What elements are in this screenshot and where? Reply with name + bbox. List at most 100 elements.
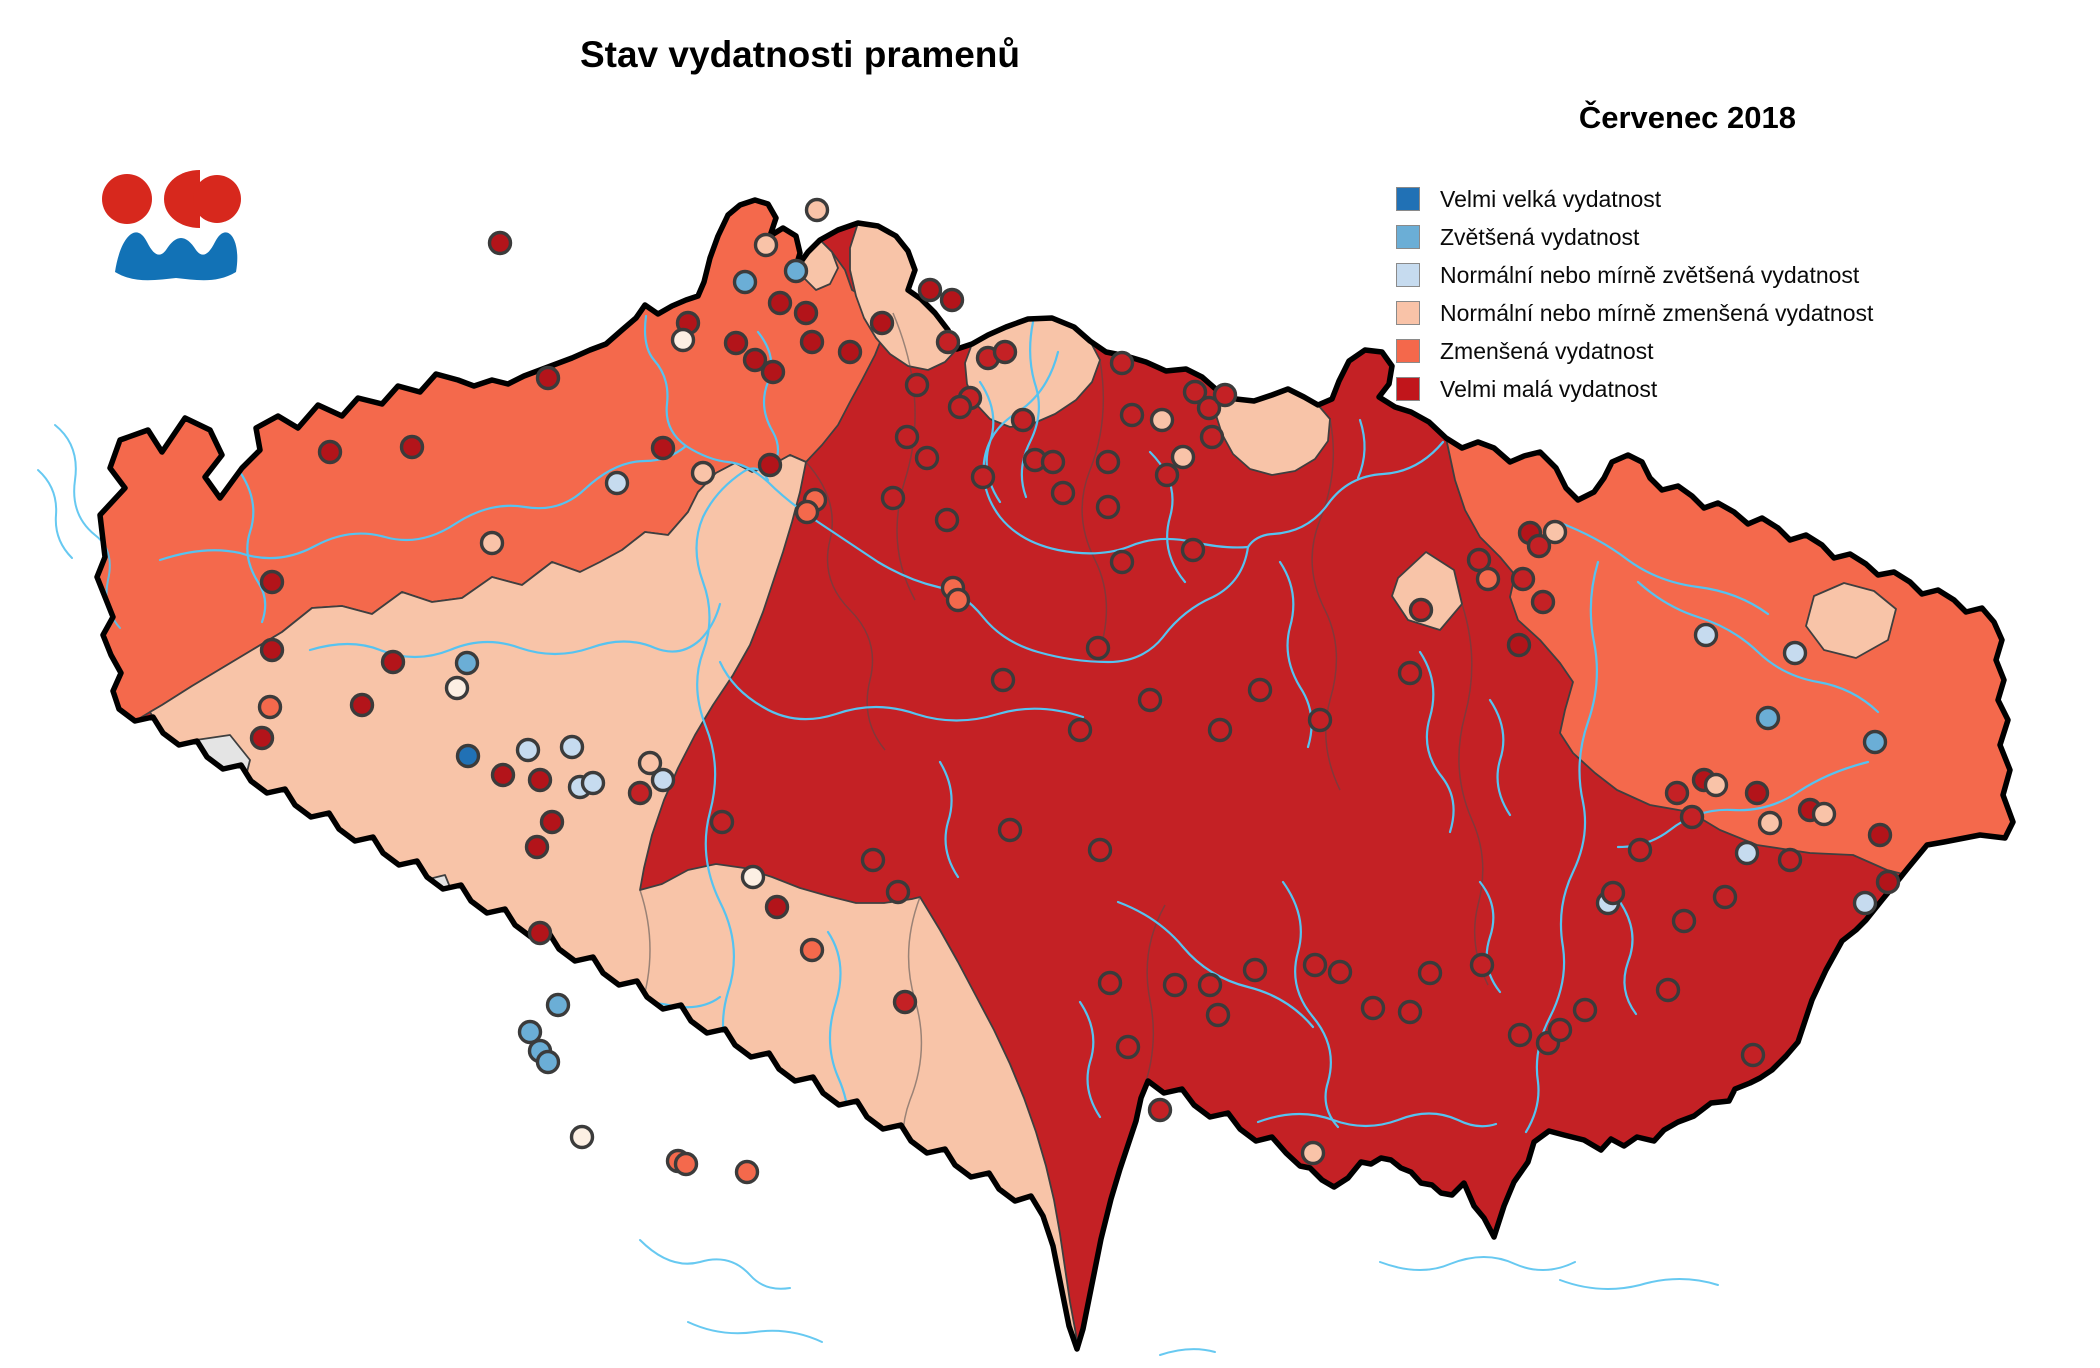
- legend-swatch-zm: [1396, 339, 1420, 363]
- spring-dot-vmr: [860, 847, 886, 873]
- spring-dot-vmr: [880, 485, 906, 511]
- spring-dot-vmr: [1242, 957, 1268, 983]
- spring-dot-zm: [794, 499, 820, 525]
- spring-dot-vm: [380, 649, 406, 675]
- spring-dot-zv: [732, 269, 758, 295]
- spring-dot-vmr: [1119, 402, 1145, 428]
- legend-label-nzv: Normální nebo mírně zvětšená vydatnost: [1440, 261, 1860, 288]
- spring-dot-vmr: [1115, 1034, 1141, 1060]
- spring-dot-nzm: [1703, 772, 1729, 798]
- spring-dot-nzm: [637, 750, 663, 776]
- spring-dot-nzm: [690, 460, 716, 486]
- spring-dot-nzm: [479, 530, 505, 556]
- legend-item-nzv: Normální nebo mírně zvětšená vydatnost: [1396, 256, 1873, 294]
- spring-dot-nzv: [650, 767, 676, 793]
- spring-dot-vm: [837, 339, 863, 365]
- legend-label-zm: Zmenšená vydatnost: [1440, 337, 1654, 364]
- spring-dot-vmr: [1087, 837, 1113, 863]
- spring-dot-vmr: [1205, 1002, 1231, 1028]
- spring-dot-zm: [945, 587, 971, 613]
- spring-dot-vmr: [1307, 707, 1333, 733]
- spring-dot-nzv: [1734, 840, 1760, 866]
- pocket-peach-ne-tip: [1805, 582, 1897, 659]
- spring-dot-nzm: [804, 197, 830, 223]
- spring-dot-vmr: [1180, 537, 1206, 563]
- spring-dot-pale: [569, 1124, 595, 1150]
- catchment-boundaries: [631, 312, 1489, 1201]
- spring-dot-vmr: [1154, 462, 1180, 488]
- spring-dot-zm: [799, 937, 825, 963]
- spring-dot-vm: [1875, 869, 1901, 895]
- country-outline: [94, 197, 2016, 1352]
- spring-dot-zm: [734, 1159, 760, 1185]
- spring-dot-vm: [1744, 780, 1770, 806]
- spring-dot-vmr: [990, 667, 1016, 693]
- spring-dot-vmr: [1572, 997, 1598, 1023]
- chmu-logo-icon: [102, 170, 241, 281]
- spring-dot-vmr: [935, 329, 961, 355]
- spring-dot-vmr: [1040, 449, 1066, 475]
- spring-dot-vmr: [1147, 1097, 1173, 1123]
- spring-dot-vm: [249, 725, 275, 751]
- spring-dot-vmr: [1408, 597, 1434, 623]
- spring-dot-vm: [742, 347, 768, 373]
- spring-dot-vmr: [1095, 494, 1121, 520]
- spring-dot-vmr: [1196, 395, 1222, 421]
- spring-dot-vmr: [1095, 449, 1121, 475]
- legend-item-zv: Zvětšená vydatnost: [1396, 218, 1873, 256]
- spring-dot-vmr: [1679, 804, 1705, 830]
- spring-dot-vmr: [1526, 533, 1552, 559]
- spring-dot-vm: [767, 290, 793, 316]
- spring-dot-vmr: [1137, 687, 1163, 713]
- spring-dot-vmr: [1162, 972, 1188, 998]
- legend-label-vm: Velmi malá vydatnost: [1440, 375, 1658, 402]
- map-legend: Velmi velká vydatnost Zvětšená vydatnost N…: [1396, 180, 1873, 408]
- legend-swatch-zv: [1396, 225, 1420, 249]
- spring-dot-vm: [650, 435, 676, 461]
- spring-dot-nzv: [604, 470, 630, 496]
- spring-dot-zm: [257, 694, 283, 720]
- spring-dot-vm: [490, 762, 516, 788]
- spring-dot-nzm: [1542, 519, 1568, 545]
- spring-dot-vmr: [1547, 1017, 1573, 1043]
- spring-dot-nzv: [559, 734, 585, 760]
- spring-dot-vm: [535, 365, 561, 391]
- spring-dot-vm: [349, 692, 375, 718]
- spring-dot-vm: [527, 767, 553, 793]
- spring-dot-vm: [757, 452, 783, 478]
- spring-dot-vmr: [1302, 952, 1328, 978]
- legend-label-vv: Velmi velká vydatnost: [1440, 185, 1662, 212]
- spring-dot-vmr: [1417, 960, 1443, 986]
- spring-dot-vmr: [1109, 549, 1135, 575]
- spring-dot-nzm: [1757, 810, 1783, 836]
- spring-dot-zv: [783, 258, 809, 284]
- legend-swatch-nzm: [1396, 301, 1420, 325]
- spring-dot-vm: [1506, 632, 1532, 658]
- spring-dot-pale: [740, 864, 766, 890]
- page-subtitle: Červenec 2018: [1578, 100, 1796, 135]
- spring-dot-vmr: [1197, 972, 1223, 998]
- legend-label-nzm: Normální nebo mírně zmenšená vydatnost: [1440, 299, 1874, 326]
- spring-dot-nzm: [753, 232, 779, 258]
- spring-dot-vmr: [1671, 908, 1697, 934]
- spring-dot-vmr: [1097, 970, 1123, 996]
- spring-dot-vm: [723, 330, 749, 356]
- spring-dot-vmr: [1050, 480, 1076, 506]
- spring-dot-vm: [524, 834, 550, 860]
- spring-dot-nzv: [580, 770, 606, 796]
- spring-dot-vm: [917, 277, 943, 303]
- spring-dot-vmr: [894, 424, 920, 450]
- legend-item-vm: Velmi malá vydatnost: [1396, 370, 1873, 408]
- spring-dot-vm: [399, 434, 425, 460]
- spring-dot-vmr: [1182, 379, 1208, 405]
- spring-dot-vmr: [892, 989, 918, 1015]
- spring-dot-zv: [535, 1049, 561, 1075]
- spring-dot-vmr: [627, 780, 653, 806]
- spring-dot-nzm: [1811, 801, 1837, 827]
- spring-dot-vmr: [1777, 847, 1803, 873]
- spring-dot-vmr: [885, 879, 911, 905]
- legend-item-nzm: Normální nebo mírně zmenšená vydatnost: [1396, 294, 1873, 332]
- spring-dot-vv: [455, 743, 481, 769]
- spring-dot-vm: [764, 894, 790, 920]
